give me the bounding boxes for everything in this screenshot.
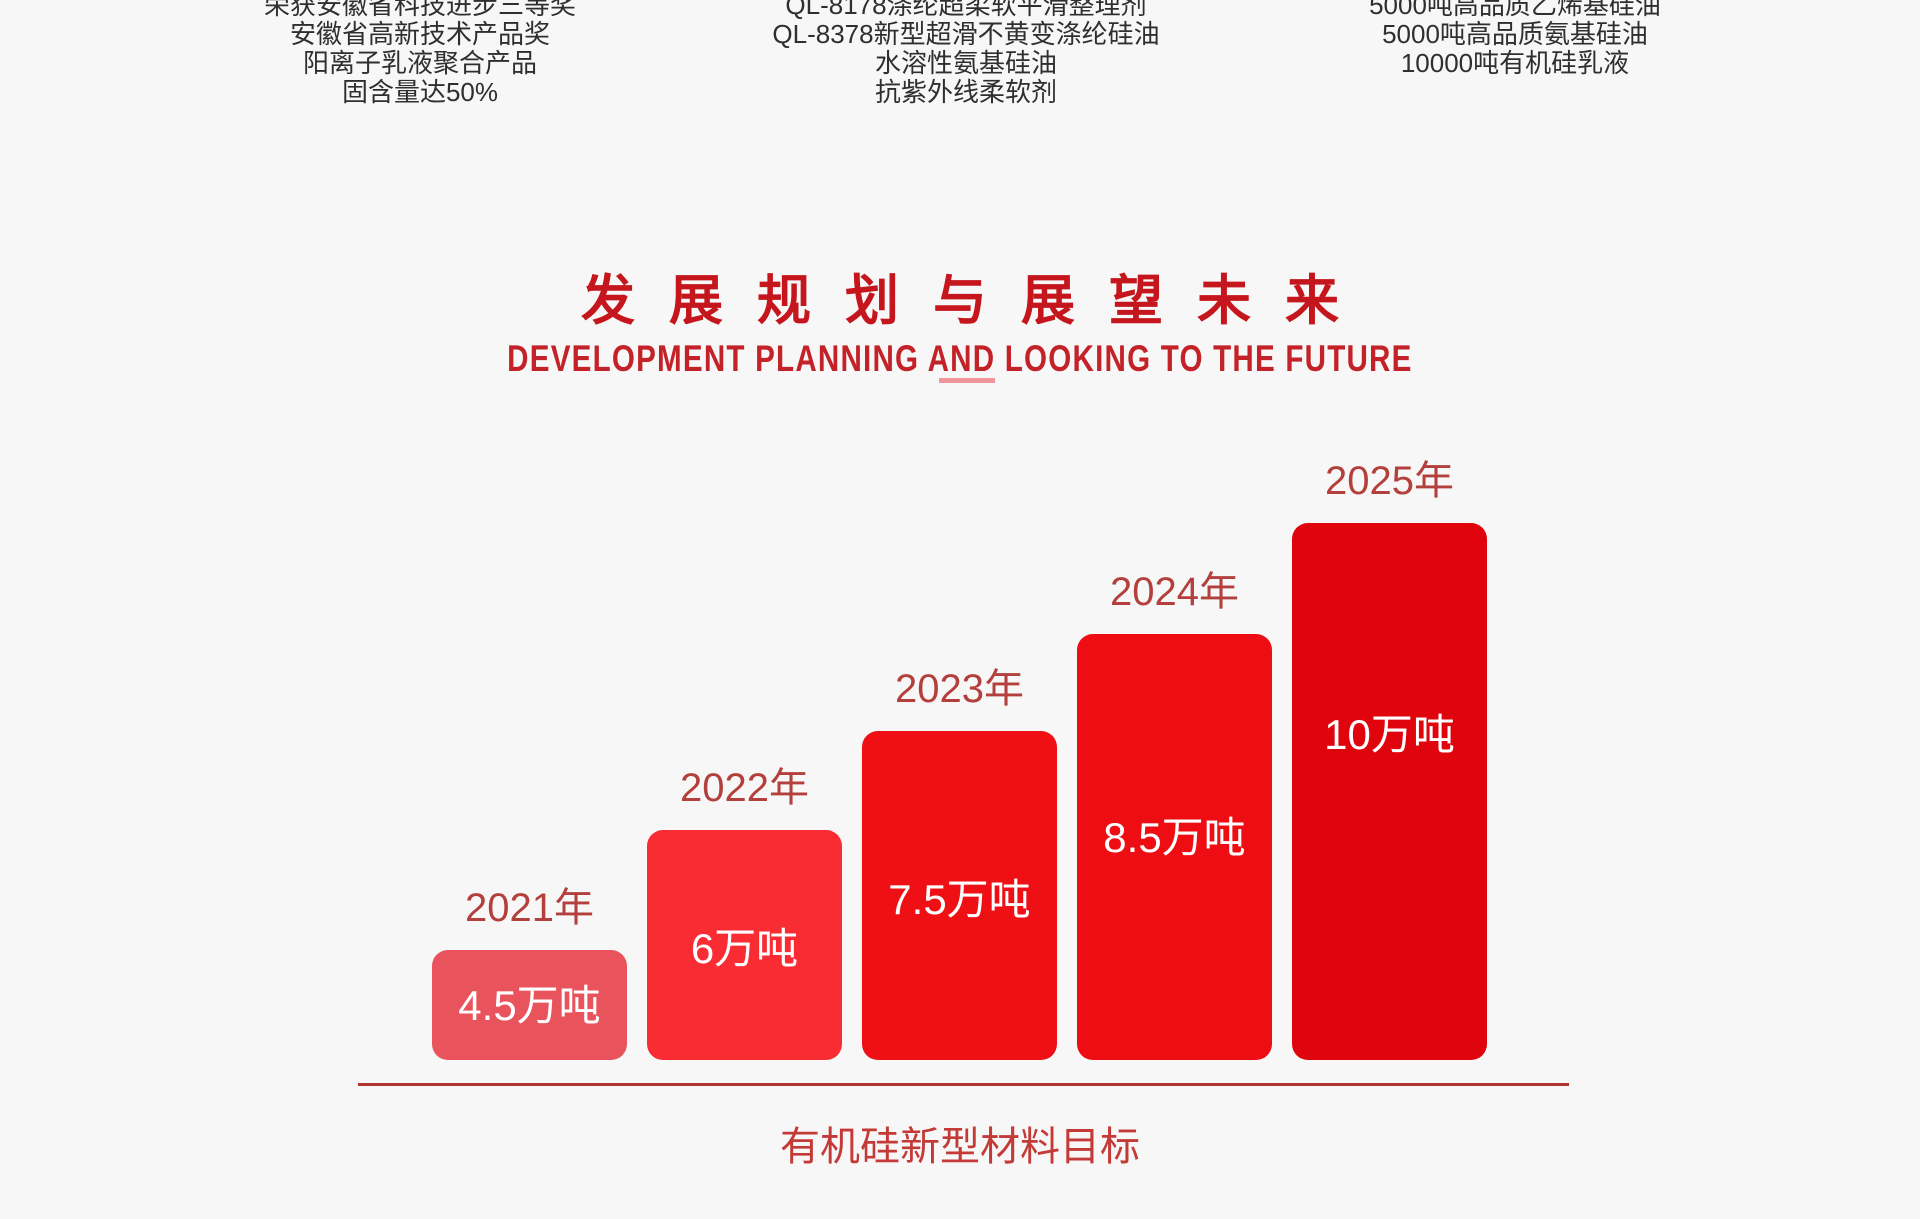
award-line: 阳离子乳液聚合产品 <box>302 48 538 78</box>
award-line: QL-8378新型超滑不黄变涤纶硅油 <box>772 19 1160 49</box>
bar-value-label: 7.5万吨 <box>888 876 1031 923</box>
bar-year-label: 2024年 <box>1110 570 1239 614</box>
award-line: 10000吨有机硅乳液 <box>1400 48 1630 78</box>
award-line: 抗紫外线柔软剂 <box>874 77 1057 107</box>
award-line: 荣获安徽省科技进步三等奖 <box>263 0 577 20</box>
bar-2024: 8.5万吨 <box>1077 634 1272 1060</box>
section-title: 发展规划与展望未来 <box>581 271 1373 331</box>
bar-value-label: 8.5万吨 <box>1103 814 1246 861</box>
award-column-1: 荣获安徽省科技进步三等奖 安徽省高新技术产品奖 阳离子乳液聚合产品 固含量达50% <box>264 0 576 107</box>
subtitle-underline <box>939 378 995 383</box>
bar-year-label: 2022年 <box>680 766 809 810</box>
award-line: 固含量达50% <box>341 77 499 107</box>
chart-baseline <box>358 1083 1569 1086</box>
bar-year-label: 2021年 <box>465 886 594 930</box>
bar-2021: 4.5万吨 <box>432 950 627 1060</box>
award-line: 水溶性氨基硅油 <box>874 48 1057 78</box>
section-subtitle: DEVELOPMENT PLANNING AND LOOKING TO THE … <box>507 338 1413 379</box>
award-line: 5000吨高品质乙烯基硅油 <box>1369 0 1661 20</box>
bar-2022: 6万吨 <box>647 830 842 1060</box>
award-line: 5000吨高品质氨基硅油 <box>1382 19 1648 49</box>
bar-value-label: 4.5万吨 <box>458 982 601 1029</box>
award-line: 安徽省高新技术产品奖 <box>289 19 551 49</box>
bar-year-label: 2023年 <box>895 667 1024 711</box>
bar-value-label: 10万吨 <box>1324 711 1455 758</box>
bar-2025: 10万吨 <box>1292 523 1487 1060</box>
bar-value-label: 6万吨 <box>690 925 799 972</box>
bar-year-label: 2025年 <box>1325 459 1454 503</box>
section-subtitle-wrap: DEVELOPMENT PLANNING AND LOOKING TO THE … <box>0 340 1920 377</box>
bar-2023: 7.5万吨 <box>862 731 1057 1060</box>
chart-caption: 有机硅新型材料目标 <box>780 1125 1140 1169</box>
award-column-3: 5000吨高品质乙烯基硅油 5000吨高品质氨基硅油 10000吨有机硅乳液 <box>1369 0 1661 78</box>
award-line: QL-8178涤纶超柔软平滑整理剂 <box>785 0 1147 20</box>
award-column-2: QL-8178涤纶超柔软平滑整理剂 QL-8378新型超滑不黄变涤纶硅油 水溶性氨基… <box>772 0 1159 107</box>
